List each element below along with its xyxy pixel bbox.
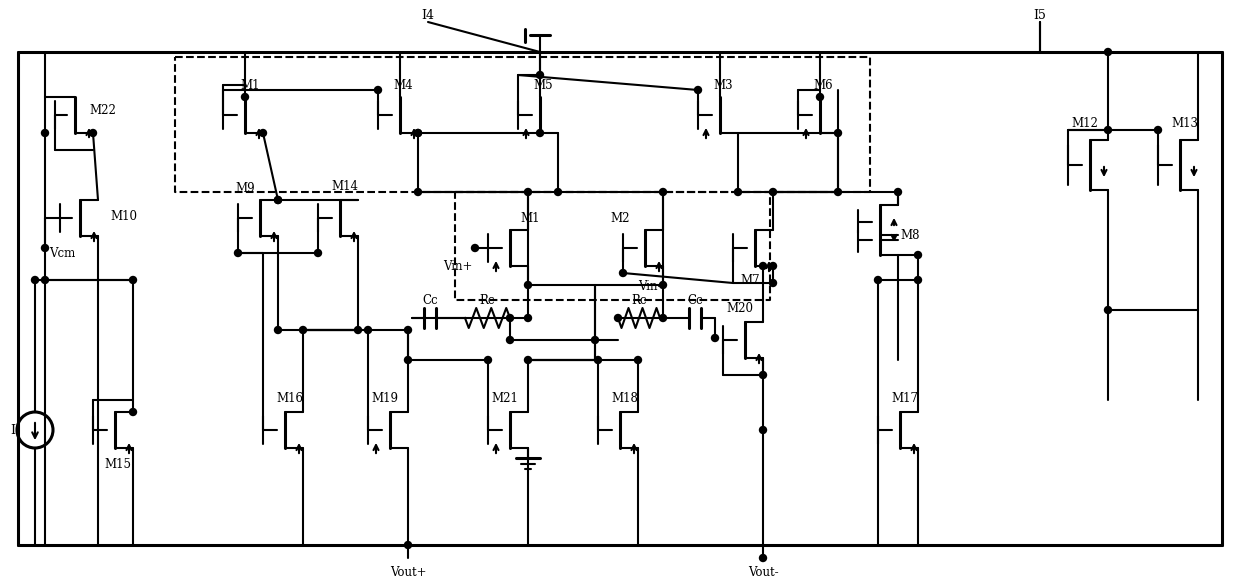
Circle shape (41, 130, 48, 137)
Circle shape (835, 188, 842, 195)
Circle shape (300, 326, 306, 333)
Text: M21: M21 (491, 392, 518, 404)
Circle shape (1154, 127, 1162, 133)
Circle shape (759, 262, 766, 269)
Circle shape (915, 251, 921, 258)
Text: M10: M10 (110, 210, 136, 222)
Circle shape (41, 245, 48, 251)
Circle shape (129, 409, 136, 416)
Circle shape (315, 249, 321, 257)
Circle shape (31, 276, 38, 284)
Text: M17: M17 (892, 392, 919, 404)
Text: M8: M8 (900, 228, 920, 241)
Circle shape (615, 315, 621, 322)
Circle shape (129, 276, 136, 284)
Circle shape (554, 188, 562, 195)
Circle shape (525, 188, 532, 195)
Circle shape (915, 276, 921, 284)
Text: M6: M6 (813, 79, 833, 92)
Circle shape (734, 188, 742, 195)
Circle shape (414, 130, 422, 137)
Text: M18: M18 (611, 392, 639, 404)
Circle shape (874, 276, 882, 284)
Text: M15: M15 (104, 458, 131, 471)
Circle shape (620, 269, 626, 276)
Text: M1: M1 (521, 211, 539, 224)
Circle shape (506, 315, 513, 322)
Circle shape (712, 335, 718, 342)
Circle shape (770, 262, 776, 269)
Text: Vout-: Vout- (748, 565, 779, 579)
Text: M4: M4 (393, 79, 413, 92)
Circle shape (660, 315, 667, 322)
Circle shape (525, 282, 532, 288)
Text: Rc: Rc (631, 294, 647, 306)
Circle shape (471, 245, 479, 251)
Text: M19: M19 (372, 392, 398, 404)
Circle shape (234, 249, 242, 257)
Circle shape (759, 372, 766, 379)
Circle shape (242, 93, 248, 100)
Circle shape (404, 326, 412, 333)
Circle shape (594, 356, 601, 363)
Text: I: I (10, 423, 16, 437)
Text: Vin-: Vin- (639, 279, 662, 292)
Circle shape (259, 130, 267, 137)
Circle shape (374, 86, 382, 93)
Circle shape (404, 541, 412, 548)
Circle shape (274, 197, 281, 204)
Circle shape (414, 130, 422, 137)
Text: Cc: Cc (687, 294, 703, 306)
Text: Vin+: Vin+ (443, 259, 472, 272)
Circle shape (89, 130, 97, 137)
Circle shape (537, 72, 543, 79)
Circle shape (835, 130, 842, 137)
Circle shape (537, 130, 543, 137)
Circle shape (759, 427, 766, 434)
Text: M12: M12 (1071, 116, 1099, 130)
Text: M1: M1 (241, 79, 259, 92)
Circle shape (274, 326, 281, 333)
Circle shape (355, 326, 362, 333)
Circle shape (404, 356, 412, 363)
Circle shape (365, 326, 372, 333)
Text: Cc: Cc (422, 294, 438, 306)
Circle shape (1105, 306, 1111, 313)
Circle shape (274, 197, 281, 204)
Text: I5: I5 (1034, 8, 1047, 22)
Text: M13: M13 (1172, 116, 1199, 130)
Circle shape (41, 276, 48, 284)
Circle shape (1105, 49, 1111, 56)
Circle shape (816, 93, 823, 100)
Circle shape (414, 188, 422, 195)
Circle shape (1105, 127, 1111, 133)
Circle shape (770, 188, 776, 195)
Circle shape (759, 555, 766, 562)
Text: M3: M3 (713, 79, 733, 92)
Text: M5: M5 (533, 79, 553, 92)
Circle shape (525, 315, 532, 322)
Circle shape (485, 356, 491, 363)
Circle shape (591, 336, 599, 343)
Text: M22: M22 (89, 103, 117, 116)
Circle shape (506, 336, 513, 343)
Text: M20: M20 (727, 302, 754, 315)
Circle shape (660, 282, 667, 288)
Text: I4: I4 (422, 8, 434, 22)
Text: M2: M2 (610, 211, 630, 224)
Text: Vcm: Vcm (48, 247, 76, 259)
Text: M9: M9 (236, 181, 254, 194)
Text: Rc: Rc (479, 294, 495, 306)
Text: M7: M7 (740, 274, 760, 286)
Circle shape (525, 356, 532, 363)
Text: Vout+: Vout+ (389, 565, 427, 579)
Circle shape (660, 188, 667, 195)
Circle shape (770, 279, 776, 286)
Text: M14: M14 (331, 180, 358, 193)
Circle shape (694, 86, 702, 93)
Text: M16: M16 (277, 392, 304, 404)
Circle shape (635, 356, 641, 363)
Circle shape (894, 188, 901, 195)
